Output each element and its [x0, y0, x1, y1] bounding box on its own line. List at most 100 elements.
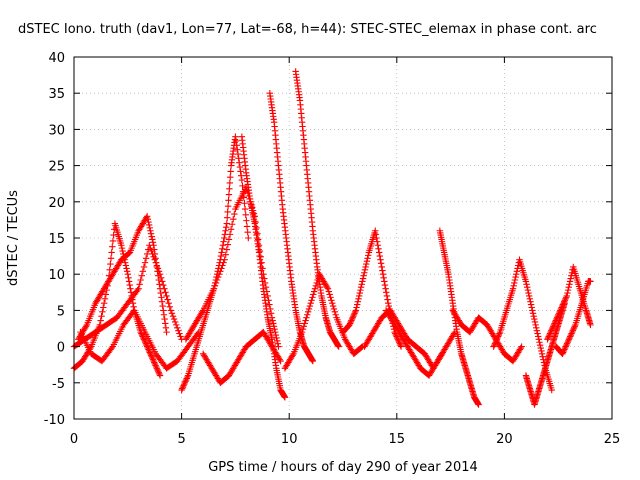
- data-point: [323, 284, 331, 291]
- data-point: [170, 315, 178, 323]
- data-point: [547, 328, 554, 336]
- data-point: [328, 297, 335, 304]
- data-point: [134, 286, 141, 294]
- data-point: [171, 318, 179, 326]
- data-point: [357, 284, 365, 291]
- data-point: [562, 295, 569, 303]
- data-point: [379, 267, 386, 274]
- data-point: [82, 323, 90, 330]
- data-point: [135, 285, 142, 292]
- data-point: [551, 318, 559, 326]
- data-point: [237, 168, 244, 175]
- data-point: [125, 274, 132, 282]
- data-point: [211, 282, 219, 289]
- data-point: [375, 249, 383, 256]
- data-point: [267, 310, 275, 317]
- data-point: [510, 282, 517, 289]
- data-point: [378, 263, 385, 271]
- data-point: [122, 262, 130, 269]
- data-point: [151, 256, 158, 263]
- data-point: [528, 304, 535, 311]
- data-point: [311, 285, 319, 292]
- data-point: [137, 276, 144, 284]
- data-point: [174, 324, 181, 331]
- data-point: [123, 268, 131, 275]
- data-point: [126, 281, 133, 289]
- data-point: [281, 394, 289, 401]
- y-tick-label: 20: [48, 196, 65, 211]
- data-point: [509, 285, 517, 292]
- data-point: [329, 299, 336, 307]
- data-point: [244, 229, 251, 236]
- data-point: [566, 281, 573, 288]
- series-arc-12: [339, 227, 405, 350]
- data-point: [527, 298, 534, 305]
- chart-title: dSTEC Iono. truth (dav1, Lon=77, Lat=-68…: [18, 22, 597, 37]
- data-point: [159, 302, 166, 310]
- x-tick-label: 20: [496, 432, 513, 447]
- data-point: [145, 347, 153, 355]
- data-point: [298, 328, 306, 336]
- data-point: [182, 378, 189, 385]
- data-point: [395, 337, 402, 345]
- data-point: [561, 298, 568, 305]
- data-point: [109, 237, 117, 245]
- data-point: [531, 315, 538, 323]
- data-point: [357, 286, 364, 294]
- data-point: [225, 197, 232, 204]
- data-point: [556, 308, 563, 316]
- data-point: [154, 265, 162, 272]
- data-point: [145, 221, 153, 229]
- data-point: [355, 295, 362, 303]
- data-point: [564, 286, 572, 294]
- data-point: [529, 307, 536, 314]
- data-point: [151, 359, 158, 366]
- data-point: [157, 274, 165, 282]
- data-point: [162, 289, 169, 296]
- data-point: [143, 213, 151, 220]
- data-point: [183, 375, 190, 382]
- data-point: [331, 308, 339, 316]
- data-point: [151, 360, 159, 368]
- data-point: [306, 302, 314, 310]
- data-point: [549, 324, 556, 331]
- data-point: [571, 323, 578, 330]
- data-point: [346, 321, 353, 329]
- data-point: [216, 271, 223, 278]
- data-point: [568, 328, 576, 336]
- data-point: [175, 327, 182, 334]
- data-point: [107, 255, 115, 262]
- data-point: [176, 330, 183, 337]
- data-point: [561, 344, 569, 352]
- data-point: [136, 281, 143, 288]
- data-point: [108, 344, 115, 352]
- data-point: [545, 333, 552, 340]
- data-point: [224, 202, 232, 210]
- series-arc-17: [490, 256, 555, 394]
- data-point: [155, 268, 163, 275]
- data-point: [559, 302, 566, 310]
- data-point: [381, 278, 388, 285]
- data-point: [220, 238, 227, 245]
- data-point: [397, 341, 404, 349]
- data-point: [550, 321, 558, 329]
- data-point: [557, 307, 564, 314]
- data-point: [587, 321, 594, 329]
- data-point: [234, 150, 242, 158]
- data-point: [144, 344, 152, 352]
- data-point: [273, 337, 281, 345]
- data-point: [364, 252, 372, 259]
- data-point: [149, 250, 156, 258]
- data-point: [242, 211, 249, 219]
- data-point: [127, 285, 134, 292]
- data-point: [553, 315, 560, 323]
- data-point: [381, 281, 389, 289]
- x-tick-label: 10: [281, 432, 298, 447]
- data-point: [167, 307, 175, 314]
- data-point: [567, 275, 574, 282]
- x-tick-label: 15: [389, 432, 406, 447]
- data-point: [227, 173, 234, 181]
- data-point: [257, 253, 264, 261]
- data-point: [524, 286, 532, 294]
- data-point: [533, 327, 541, 334]
